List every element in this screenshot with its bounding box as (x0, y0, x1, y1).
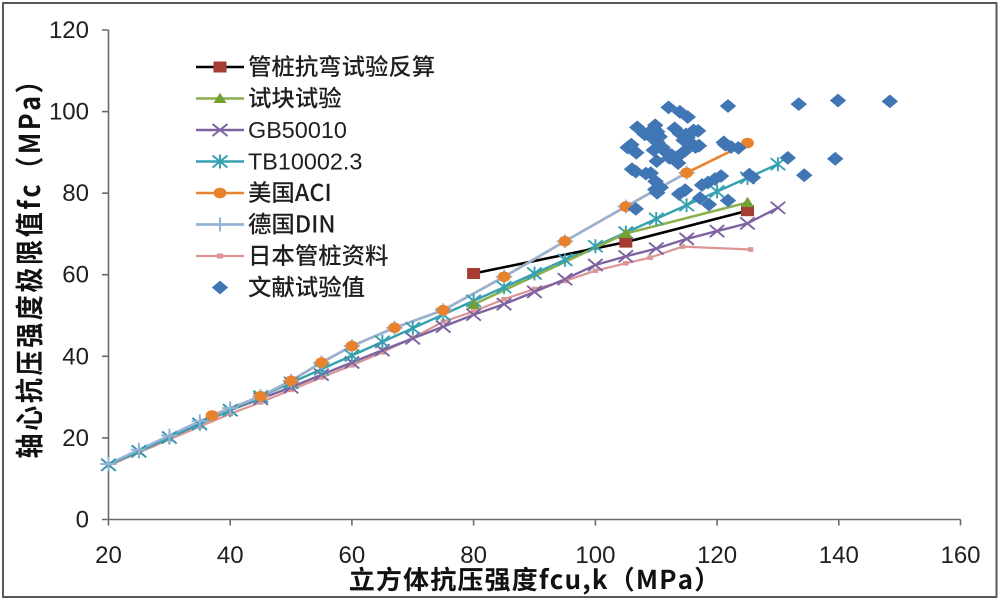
svg-text:GB50010: GB50010 (248, 117, 347, 143)
svg-text:40: 40 (62, 343, 89, 370)
svg-text:120: 120 (49, 17, 89, 44)
svg-text:140: 140 (819, 542, 859, 569)
svg-text:120: 120 (697, 542, 737, 569)
svg-text:60: 60 (339, 542, 366, 569)
svg-text:40: 40 (217, 542, 244, 569)
svg-text:100: 100 (49, 99, 89, 126)
svg-text:160: 160 (940, 542, 980, 569)
svg-text:20: 20 (95, 542, 122, 569)
svg-text:TB10002.3: TB10002.3 (248, 149, 362, 175)
svg-text:80: 80 (460, 542, 487, 569)
svg-text:60: 60 (62, 262, 89, 289)
svg-text:0: 0 (76, 507, 89, 534)
svg-text:100: 100 (575, 542, 615, 569)
svg-text:20: 20 (62, 425, 89, 452)
svg-text:80: 80 (62, 180, 89, 207)
